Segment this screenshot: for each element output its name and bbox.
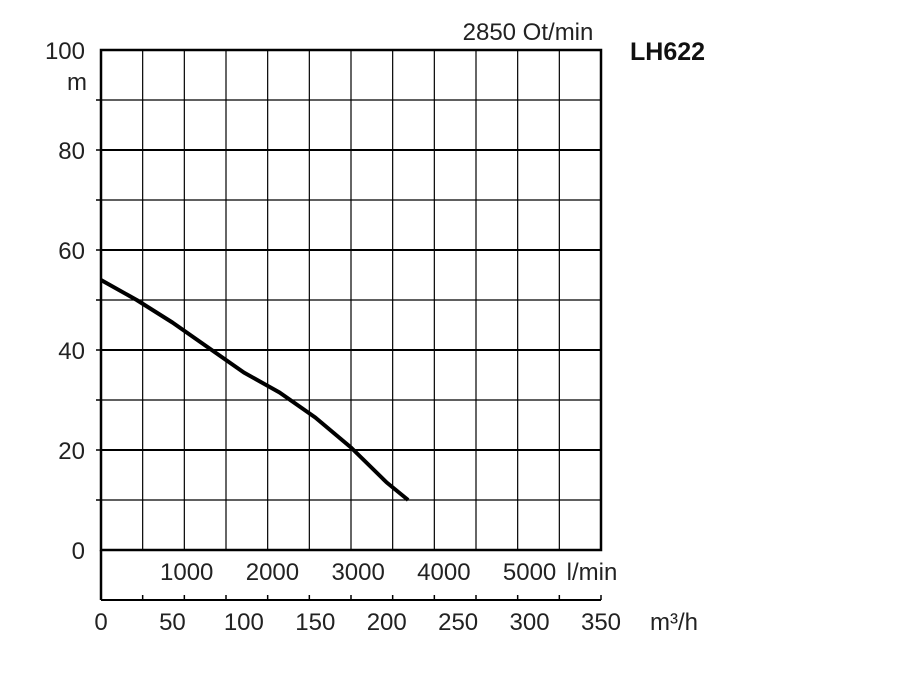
y-tick-label: 100 bbox=[45, 38, 85, 65]
x-tick-label-lmin: 3000 bbox=[331, 559, 384, 586]
x-tick-label-lmin: 5000 bbox=[503, 559, 556, 586]
x-tick-label-m3h: 300 bbox=[510, 609, 550, 636]
x-tick-label-m3h: 0 bbox=[94, 609, 107, 636]
x-tick-label-m3h: 100 bbox=[224, 609, 264, 636]
speed-label: 2850 Ot/min bbox=[463, 19, 594, 46]
x-axis-m3h-ticks: 0 50 100 150 200 250 300 350 bbox=[94, 609, 621, 636]
y-tick-label: 60 bbox=[58, 238, 85, 265]
y-tick-label: 40 bbox=[58, 338, 85, 365]
y-tick-label: 20 bbox=[58, 438, 85, 465]
y-tick-label: 0 bbox=[72, 538, 85, 565]
x-tick-label-m3h: 150 bbox=[295, 609, 335, 636]
x-tick-label-lmin: 1000 bbox=[160, 559, 213, 586]
x-tick-label-m3h: 350 bbox=[581, 609, 621, 636]
x-axis-m3h-unit: m³/h bbox=[650, 609, 698, 636]
chart-frame bbox=[96, 48, 603, 601]
y-tick-label: 80 bbox=[58, 138, 85, 165]
chart-grid bbox=[101, 50, 601, 550]
y-axis-unit: m bbox=[67, 69, 87, 96]
x-axis-lmin-ticks: 1000 2000 3000 4000 5000 bbox=[160, 559, 556, 586]
x-tick-label-lmin: 4000 bbox=[417, 559, 470, 586]
x-axis-lmin-unit: l/min bbox=[567, 559, 618, 586]
x-tick-label-m3h: 250 bbox=[438, 609, 478, 636]
model-label: LH622 bbox=[630, 38, 705, 66]
pump-curve-line bbox=[100, 278, 410, 502]
pump-curves bbox=[100, 278, 410, 502]
x-tick-label-m3h: 200 bbox=[367, 609, 407, 636]
x-tick-label-m3h: 50 bbox=[159, 609, 186, 636]
x-tick-label-lmin: 2000 bbox=[246, 559, 299, 586]
y-axis-ticks: 0 20 40 60 80 100 bbox=[45, 38, 85, 565]
